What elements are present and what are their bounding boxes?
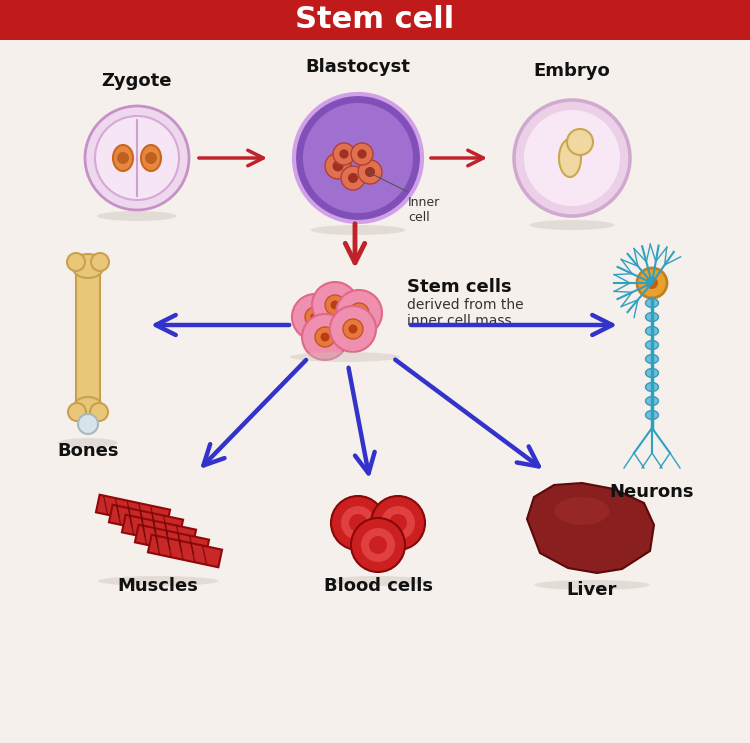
- Polygon shape: [109, 504, 183, 537]
- Circle shape: [361, 528, 395, 562]
- Circle shape: [325, 295, 345, 315]
- Text: Stem cells: Stem cells: [407, 278, 512, 296]
- Text: Neurons: Neurons: [610, 483, 695, 501]
- Circle shape: [320, 333, 329, 342]
- Circle shape: [302, 314, 348, 360]
- Text: Bones: Bones: [57, 442, 118, 460]
- Circle shape: [117, 152, 129, 164]
- Text: Zygote: Zygote: [102, 72, 172, 90]
- Circle shape: [514, 100, 630, 216]
- Circle shape: [355, 308, 364, 317]
- Circle shape: [145, 152, 157, 164]
- Circle shape: [315, 327, 335, 347]
- Circle shape: [389, 514, 407, 532]
- Circle shape: [95, 116, 179, 200]
- Circle shape: [340, 149, 349, 158]
- Polygon shape: [122, 515, 196, 548]
- Circle shape: [349, 514, 367, 532]
- Circle shape: [67, 253, 85, 271]
- Circle shape: [331, 496, 385, 550]
- Ellipse shape: [646, 383, 658, 392]
- Text: Muscles: Muscles: [118, 577, 199, 595]
- Bar: [0, 0, 750, 40]
- Circle shape: [371, 496, 425, 550]
- Circle shape: [310, 313, 320, 322]
- Ellipse shape: [113, 145, 133, 171]
- Circle shape: [381, 506, 415, 540]
- Ellipse shape: [559, 139, 581, 177]
- Circle shape: [333, 143, 355, 165]
- Text: Blood cells: Blood cells: [323, 577, 433, 595]
- Ellipse shape: [141, 145, 161, 171]
- Circle shape: [330, 306, 376, 352]
- Circle shape: [292, 294, 338, 340]
- Circle shape: [312, 282, 358, 328]
- Polygon shape: [135, 525, 209, 557]
- Circle shape: [303, 103, 413, 213]
- Circle shape: [305, 307, 325, 327]
- Polygon shape: [148, 535, 222, 568]
- Circle shape: [369, 536, 387, 554]
- Circle shape: [365, 167, 375, 177]
- Circle shape: [524, 110, 620, 206]
- Ellipse shape: [646, 299, 658, 308]
- Text: Embryo: Embryo: [534, 62, 610, 80]
- Text: Liver: Liver: [567, 581, 617, 599]
- Text: Stem cell: Stem cell: [296, 5, 454, 34]
- Circle shape: [637, 268, 667, 298]
- Ellipse shape: [646, 326, 658, 336]
- Ellipse shape: [535, 580, 650, 590]
- Circle shape: [294, 94, 422, 222]
- Polygon shape: [527, 483, 654, 573]
- Circle shape: [349, 303, 369, 323]
- Ellipse shape: [646, 354, 658, 363]
- Ellipse shape: [72, 254, 104, 278]
- Circle shape: [341, 166, 365, 190]
- Ellipse shape: [310, 225, 406, 235]
- Circle shape: [331, 300, 340, 310]
- Circle shape: [325, 153, 351, 179]
- Circle shape: [351, 143, 373, 165]
- Circle shape: [341, 506, 375, 540]
- Ellipse shape: [646, 410, 658, 420]
- Circle shape: [567, 129, 593, 155]
- Circle shape: [349, 325, 358, 334]
- Circle shape: [336, 290, 382, 336]
- Ellipse shape: [646, 397, 658, 406]
- Ellipse shape: [646, 340, 658, 349]
- Text: derived from the
inner cell mass: derived from the inner cell mass: [407, 298, 524, 328]
- Circle shape: [85, 106, 189, 210]
- Circle shape: [351, 518, 405, 572]
- Ellipse shape: [290, 352, 400, 362]
- Ellipse shape: [646, 313, 658, 322]
- Circle shape: [343, 319, 363, 339]
- Circle shape: [646, 277, 658, 289]
- Ellipse shape: [646, 369, 658, 377]
- Circle shape: [68, 403, 86, 421]
- Circle shape: [78, 414, 98, 434]
- Circle shape: [358, 149, 367, 158]
- Ellipse shape: [73, 397, 103, 419]
- Circle shape: [90, 403, 108, 421]
- Ellipse shape: [530, 220, 614, 230]
- Ellipse shape: [97, 211, 177, 221]
- Ellipse shape: [331, 576, 425, 586]
- Text: Blastocyst: Blastocyst: [305, 58, 410, 76]
- Polygon shape: [96, 495, 170, 528]
- Text: Inner
cell: Inner cell: [408, 196, 440, 224]
- Circle shape: [332, 160, 344, 172]
- Ellipse shape: [554, 497, 610, 525]
- Ellipse shape: [58, 438, 118, 448]
- Circle shape: [91, 253, 109, 271]
- FancyBboxPatch shape: [76, 269, 100, 413]
- Ellipse shape: [98, 576, 218, 586]
- Circle shape: [348, 173, 358, 183]
- Circle shape: [358, 160, 382, 184]
